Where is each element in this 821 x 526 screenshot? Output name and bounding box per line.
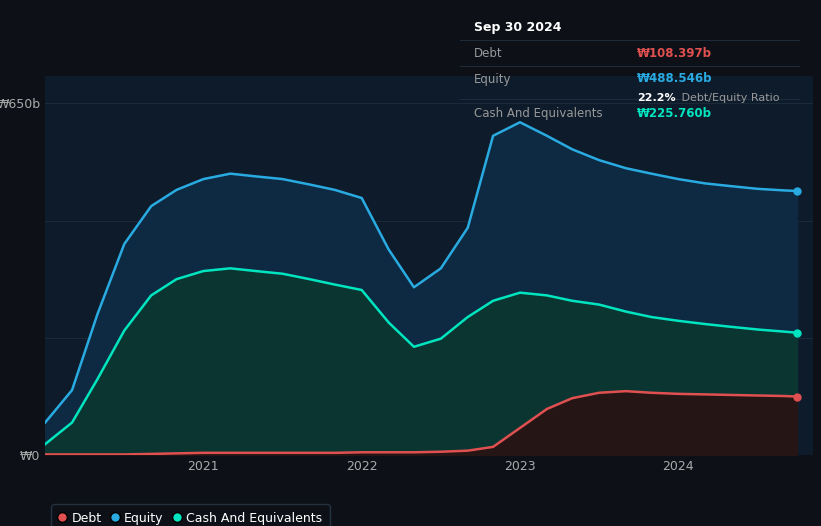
Legend: Debt, Equity, Cash And Equivalents: Debt, Equity, Cash And Equivalents: [52, 504, 330, 526]
Text: Debt: Debt: [474, 47, 502, 60]
Text: Equity: Equity: [474, 73, 511, 86]
Text: Cash And Equivalents: Cash And Equivalents: [474, 107, 603, 120]
Text: 22.2%: 22.2%: [637, 93, 676, 103]
Text: ₩108.397b: ₩108.397b: [637, 47, 712, 60]
Text: Debt/Equity Ratio: Debt/Equity Ratio: [677, 93, 779, 103]
Text: ₩488.546b: ₩488.546b: [637, 73, 713, 86]
Text: Sep 30 2024: Sep 30 2024: [474, 21, 561, 34]
Text: ₩225.760b: ₩225.760b: [637, 107, 712, 120]
